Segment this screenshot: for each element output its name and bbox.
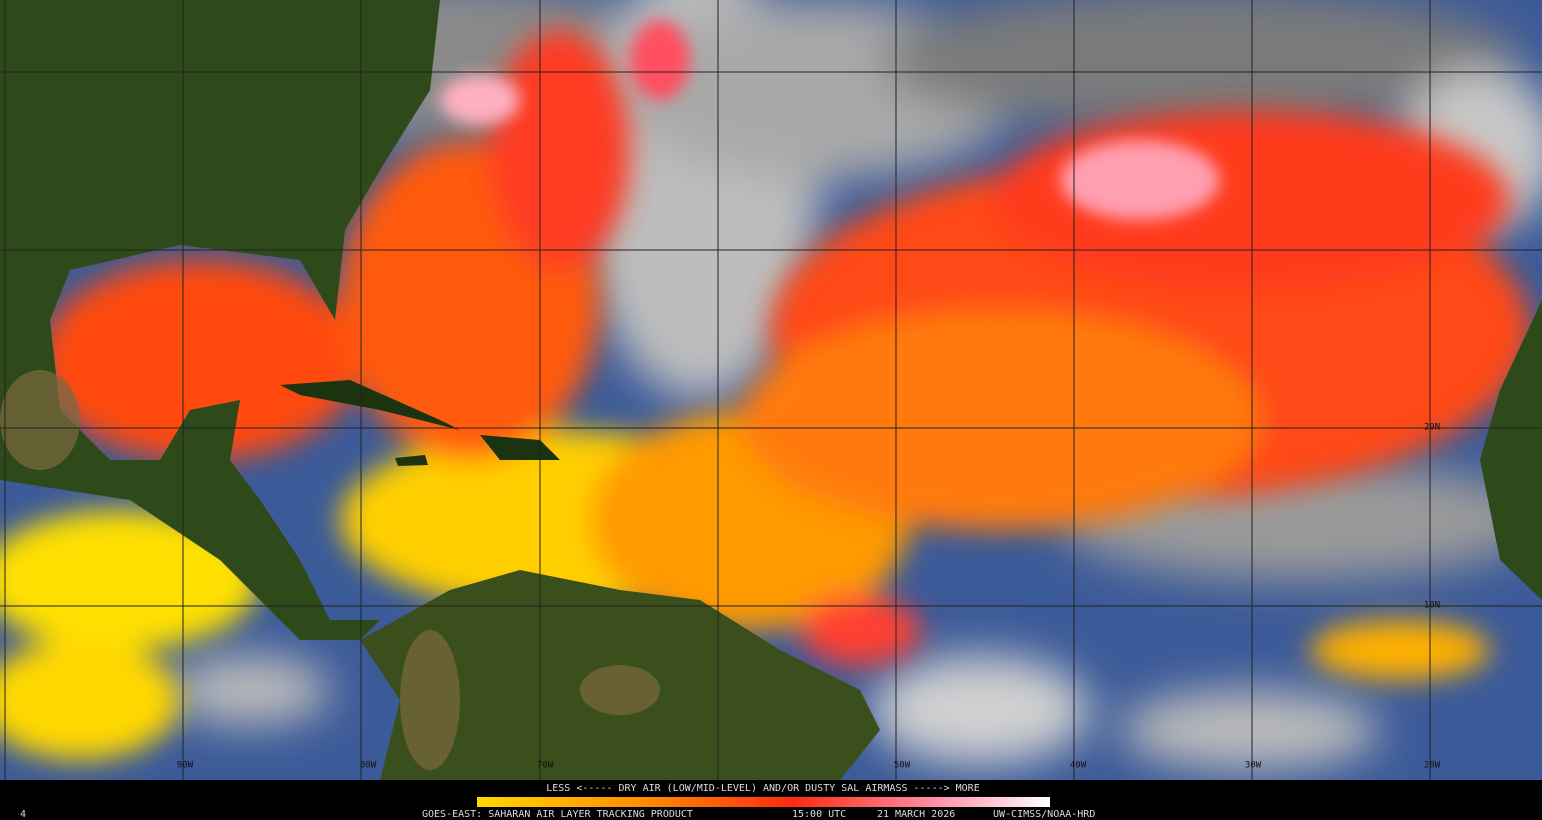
- frame-number: 4: [20, 809, 26, 820]
- latitude-label: 20N: [1424, 423, 1440, 433]
- longitude-label: 90W: [177, 761, 194, 771]
- time: 15:00 UTC: [792, 809, 846, 820]
- coordinate-labels: 90W 80W 70W 50W 40W 30W 20W 20N 10N: [177, 423, 1441, 771]
- longitude-label: 20W: [1424, 761, 1441, 771]
- color-bar: [477, 797, 1050, 807]
- sal-core: [440, 20, 1220, 220]
- imagery: [0, 0, 1542, 780]
- longitude-label: 40W: [1070, 761, 1087, 771]
- longitude-label: 70W: [537, 761, 554, 771]
- latitude-label: 10N: [1424, 601, 1440, 611]
- legend-text: LESS <----- DRY AIR (LOW/MID-LEVEL) AND/…: [546, 783, 979, 794]
- graticule: [0, 0, 1542, 780]
- credit: UW-CIMSS/NOAA-HRD: [993, 809, 1095, 820]
- longitude-label: 80W: [360, 761, 377, 771]
- longitude-label: 30W: [1245, 761, 1262, 771]
- terrain: [0, 370, 660, 770]
- product-name: GOES-EAST: SAHARAN AIR LAYER TRACKING PR…: [422, 809, 693, 820]
- longitude-label: 50W: [894, 761, 911, 771]
- land: [0, 0, 1542, 780]
- date: 21 MARCH 2026: [877, 809, 955, 820]
